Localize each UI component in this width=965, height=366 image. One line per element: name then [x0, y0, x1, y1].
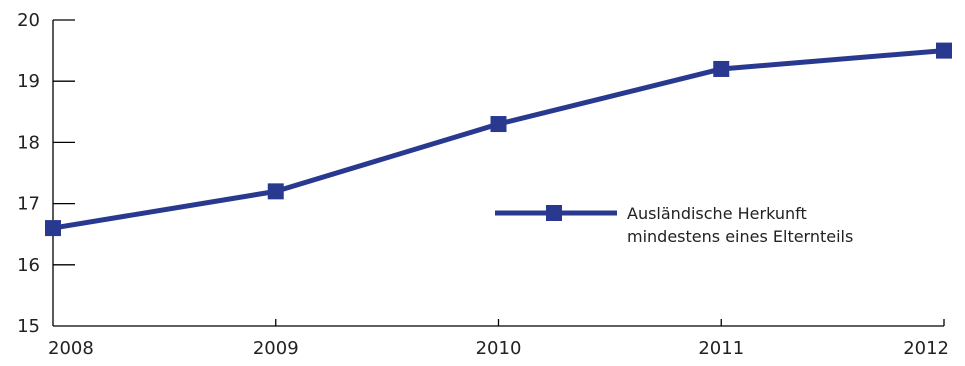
y-tick-label: 18 [17, 132, 40, 153]
legend-label-line: Ausländische Herkunft [627, 204, 807, 223]
legend-label-line: mindestens eines Elternteils [627, 227, 853, 246]
x-tick-label: 2011 [698, 338, 744, 359]
data-point-marker [936, 42, 952, 59]
data-point-marker [45, 220, 61, 237]
x-tick-label: 2010 [476, 338, 522, 359]
y-tick-label: 19 [17, 71, 40, 92]
data-point-marker [267, 183, 284, 200]
y-tick-label: 20 [17, 10, 40, 31]
tick-labels: 15 16 17 18 19 20 2008 2009 2010 2011 2012 [17, 10, 949, 359]
y-tick-label: 16 [17, 255, 40, 276]
y-tick-label: 17 [17, 194, 40, 215]
legend-marker [546, 205, 562, 221]
series-line [52, 48, 945, 231]
legend-label: Ausländische Herkunft mindestens eines El… [627, 204, 853, 246]
series-group [45, 42, 952, 237]
data-point-marker [713, 60, 730, 77]
axes [52, 19, 945, 327]
x-tick-label: 2009 [253, 338, 299, 359]
x-tick-label: 2012 [903, 338, 949, 359]
data-point-marker [490, 116, 507, 133]
x-tick-label: 2008 [48, 338, 94, 359]
y-tick-label: 15 [17, 316, 40, 337]
legend: Ausländische Herkunft mindestens eines El… [495, 204, 853, 246]
